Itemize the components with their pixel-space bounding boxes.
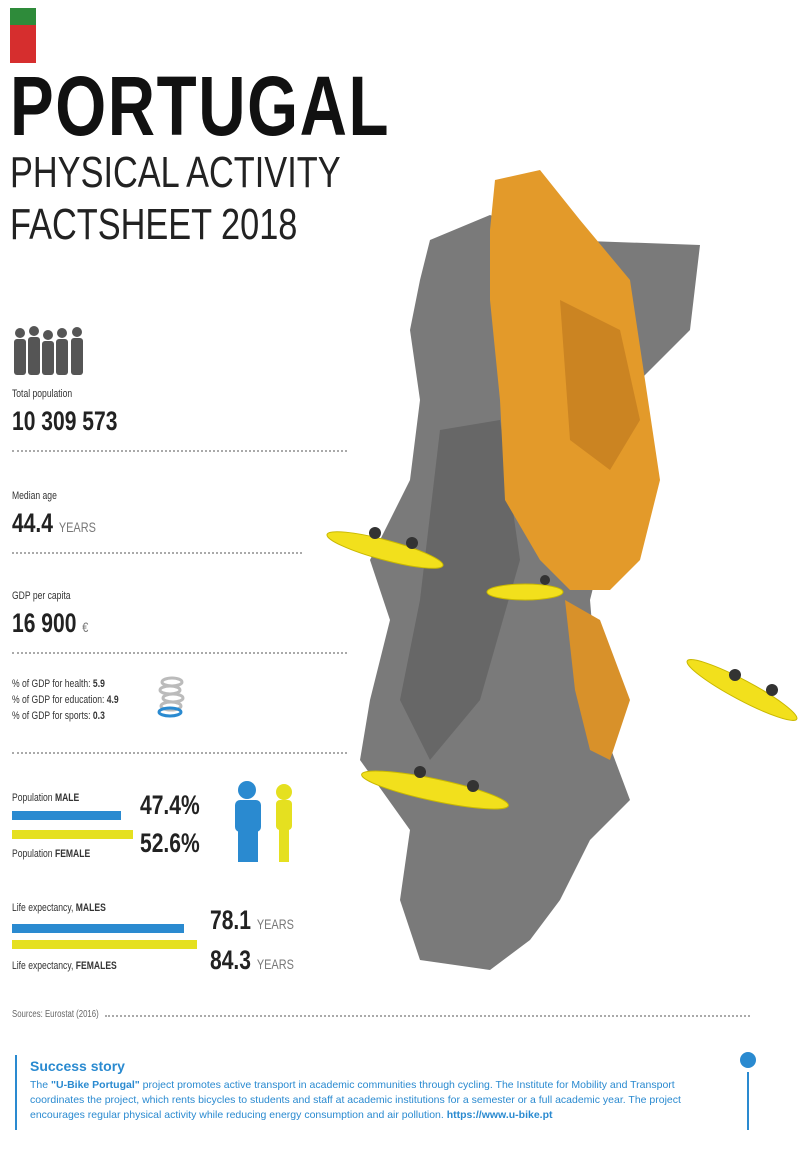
life-label: Life expectancy, FEMALES <box>12 960 117 972</box>
life-label: Life expectancy, MALES <box>12 902 106 914</box>
label: FEMALES <box>76 960 117 972</box>
value: 84.3 <box>210 945 251 975</box>
page: PORTUGAL PHYSICAL ACTIVITY FACTSHEET 201… <box>0 0 810 1162</box>
text: "U-Bike Portugal" <box>51 1079 140 1091</box>
bar <box>12 811 121 820</box>
link[interactable]: https://www.u-bike.pt <box>447 1109 553 1121</box>
label: % of GDP for health: <box>12 678 91 690</box>
value: 44.4 <box>12 508 53 538</box>
separator <box>12 450 347 452</box>
subtitle: PHYSICAL ACTIVITY <box>10 148 341 198</box>
subtitle: FACTSHEET 2018 <box>10 200 297 250</box>
bar <box>12 830 133 839</box>
stat-value: 16 900 € <box>12 608 88 639</box>
life-value: 84.3 YEARS <box>210 945 294 976</box>
bar <box>12 940 197 949</box>
value: 10 309 573 <box>12 406 117 436</box>
value: 0.3 <box>93 710 105 722</box>
population-label: Population FEMALE <box>12 848 90 860</box>
stat-value: 44.4 YEARS <box>12 508 96 539</box>
sources: Sources: Eurostat (2016) <box>12 1009 99 1020</box>
text: The <box>30 1079 51 1091</box>
gdp-share: % of GDP for education: 4.9 <box>12 694 119 706</box>
label: % of GDP for education: <box>12 694 104 706</box>
label: % of GDP for sports: <box>12 710 91 722</box>
unit: YEARS <box>257 956 294 972</box>
gdp-share: % of GDP for health: 5.9 <box>12 678 105 690</box>
separator <box>12 752 347 754</box>
unit: € <box>82 619 88 635</box>
gdp-share: % of GDP for sports: 0.3 <box>12 710 105 722</box>
story-title: Success story <box>30 1058 125 1074</box>
life-value: 78.1 YEARS <box>210 905 294 936</box>
separator <box>12 652 347 654</box>
value: 78.1 <box>210 905 251 935</box>
stat-value: 10 309 573 <box>12 406 117 437</box>
unit: YEARS <box>257 916 294 932</box>
value: 16 900 <box>12 608 76 638</box>
value: 4.9 <box>107 694 119 706</box>
label: MALE <box>55 792 79 804</box>
label: FEMALE <box>55 848 90 860</box>
value: 5.9 <box>93 678 105 690</box>
story-text: The "U-Bike Portugal" project promotes a… <box>30 1078 730 1123</box>
population-value: 52.6% <box>140 828 200 859</box>
stat-label: GDP per capita <box>12 590 71 602</box>
separator <box>105 1015 750 1017</box>
title: PORTUGAL <box>10 58 390 155</box>
label: Population <box>12 792 53 804</box>
bar <box>12 924 184 933</box>
separator <box>12 552 302 554</box>
unit: YEARS <box>59 519 96 535</box>
stat-label: Total population <box>12 388 72 400</box>
population-value: 47.4% <box>140 790 200 821</box>
label: MALES <box>76 902 106 914</box>
stat-label: Median age <box>12 490 57 502</box>
label: Life expectancy, <box>12 902 73 914</box>
population-label: Population MALE <box>12 792 79 804</box>
label: Life expectancy, <box>12 960 73 972</box>
label: Population <box>12 848 53 860</box>
